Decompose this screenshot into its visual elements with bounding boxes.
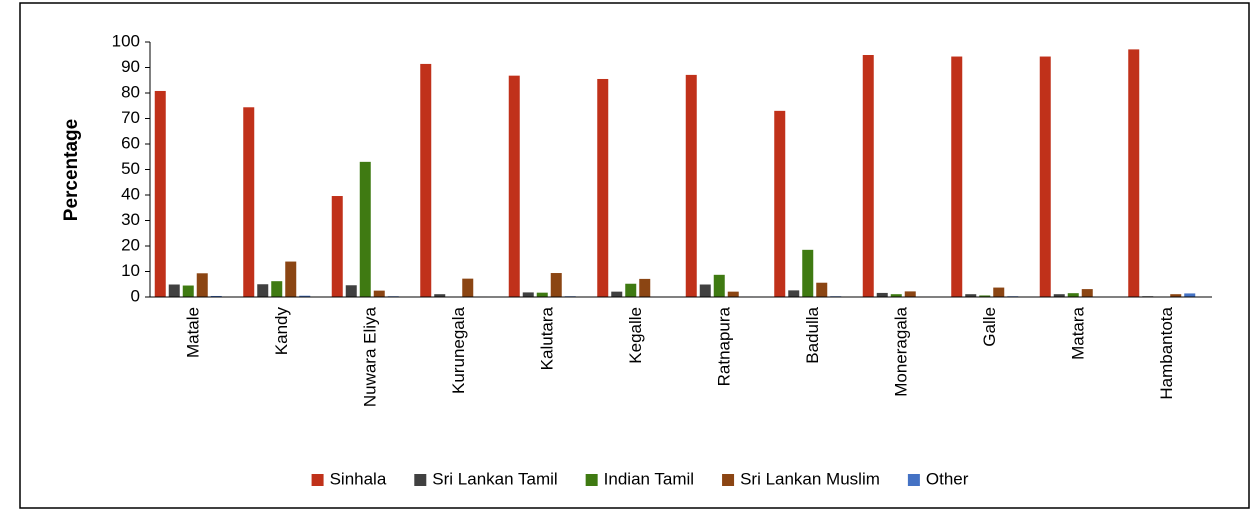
- bar: [597, 78, 609, 297]
- bar: [299, 295, 311, 297]
- bar: [890, 294, 902, 297]
- bar: [1053, 294, 1065, 297]
- bar: [434, 294, 446, 297]
- bar: [182, 285, 194, 297]
- bar: [420, 63, 432, 298]
- legend-swatch: [414, 474, 427, 486]
- bar: [774, 110, 786, 297]
- bar: [196, 273, 208, 297]
- bar: [1039, 56, 1051, 297]
- bar: [979, 295, 991, 297]
- bar: [285, 261, 297, 297]
- bar: [713, 274, 725, 297]
- bar: [611, 291, 623, 297]
- chart-border: [19, 2, 1250, 509]
- bar: [154, 90, 166, 298]
- legend-label: Other: [926, 469, 969, 488]
- legend-swatch: [722, 474, 735, 486]
- bar: [788, 290, 800, 297]
- bar: [1184, 293, 1196, 297]
- bar: [508, 75, 520, 297]
- legend-label: Indian Tamil: [604, 469, 694, 488]
- x-tick-label: Badulla: [803, 306, 822, 363]
- legend-label: Sri Lankan Tamil: [432, 469, 557, 488]
- bar: [802, 249, 814, 297]
- bar: [965, 294, 977, 297]
- legend-label: Sri Lankan Muslim: [740, 469, 880, 488]
- x-tick-label: Nuwara Eliya: [361, 306, 380, 407]
- bar: [373, 290, 385, 297]
- y-tick-label: 80: [121, 82, 140, 101]
- bar: [331, 196, 343, 297]
- y-tick-label: 60: [121, 133, 140, 152]
- y-tick-label: 10: [121, 261, 140, 280]
- bar: [639, 278, 651, 297]
- x-tick-label: Ratnapura: [715, 306, 734, 386]
- legend-swatch: [311, 474, 324, 486]
- bar: [462, 278, 474, 297]
- x-tick-label: Matara: [1069, 306, 1088, 359]
- bar: [257, 284, 269, 297]
- x-tick-label: Kalutara: [538, 306, 557, 370]
- bar: [1128, 49, 1140, 297]
- bar: [904, 291, 916, 297]
- bar: [1081, 289, 1093, 297]
- y-tick-label: 90: [121, 57, 140, 76]
- bar: [625, 283, 637, 297]
- y-tick-label: 50: [121, 159, 140, 178]
- y-tick-label: 100: [112, 31, 140, 50]
- legend-label: Sinhala: [330, 469, 387, 488]
- bar: [685, 74, 697, 298]
- x-tick-label: Hambantota: [1157, 306, 1176, 399]
- bar: [271, 281, 283, 297]
- bar: [993, 287, 1005, 297]
- bar: [210, 295, 222, 297]
- bar: [550, 273, 562, 297]
- y-tick-label: 30: [121, 210, 140, 229]
- x-tick-label: Kandy: [272, 307, 291, 356]
- legend-swatch: [907, 474, 920, 486]
- bar: [816, 282, 828, 297]
- bar: [168, 284, 180, 297]
- bar: [1170, 294, 1182, 297]
- bar: [951, 56, 963, 297]
- y-tick-label: 40: [121, 184, 140, 203]
- y-tick-label: 0: [131, 286, 140, 305]
- bar: [522, 292, 534, 297]
- bar: [862, 55, 874, 297]
- bar: [345, 285, 357, 297]
- x-tick-label: Moneragala: [892, 306, 911, 396]
- y-tick-label: 20: [121, 235, 140, 254]
- y-tick-label: 70: [121, 108, 140, 127]
- bar: [1067, 293, 1079, 297]
- bar: [243, 107, 255, 297]
- x-tick-label: Matale: [184, 307, 203, 358]
- x-tick-label: Galle: [980, 307, 999, 347]
- legend-swatch: [585, 474, 598, 486]
- bar: [359, 161, 371, 297]
- bar: [727, 291, 739, 297]
- x-tick-label: Kegalle: [626, 307, 645, 364]
- y-axis-label: Percentage: [61, 119, 82, 221]
- x-tick-label: Kurunegala: [449, 306, 468, 394]
- bar: [536, 292, 548, 297]
- bar: [876, 292, 888, 297]
- bar: [699, 284, 711, 297]
